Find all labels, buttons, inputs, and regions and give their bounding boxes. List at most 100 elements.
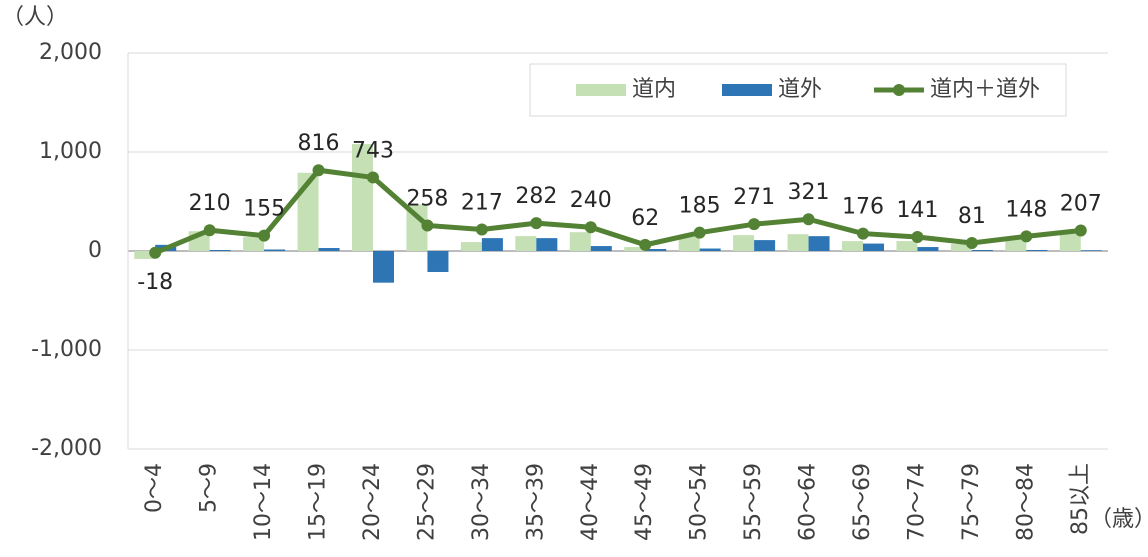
- data-label: 62: [631, 206, 659, 231]
- bar: [917, 247, 939, 251]
- data-label: 141: [896, 198, 938, 223]
- bar: [481, 238, 503, 251]
- data-label: 240: [570, 188, 612, 213]
- marker: [421, 219, 434, 232]
- bar: [427, 251, 449, 272]
- data-label: 271: [733, 185, 775, 210]
- bar: [1080, 250, 1102, 251]
- data-label: 81: [958, 204, 986, 229]
- data-label: 816: [298, 131, 340, 156]
- data-label: 743: [352, 138, 394, 163]
- x-tick-label: 60～64: [796, 463, 821, 541]
- y-tick-label: -1,000: [31, 337, 102, 362]
- marker: [1074, 224, 1087, 237]
- bar: [971, 250, 993, 251]
- bar: [678, 235, 700, 251]
- data-label: -18: [137, 270, 173, 295]
- legend-swatch: [722, 84, 772, 96]
- bar: [352, 144, 373, 251]
- x-tick-label: 15～19: [306, 463, 331, 541]
- data-label: 210: [189, 191, 231, 216]
- marker: [149, 246, 162, 259]
- bar: [318, 248, 340, 251]
- data-label: 176: [842, 195, 884, 220]
- marker: [312, 164, 325, 177]
- marker: [584, 221, 597, 234]
- marker: [475, 223, 488, 236]
- bar: [515, 236, 537, 251]
- data-label: 185: [679, 194, 721, 219]
- x-tick-label: 30～34: [469, 463, 494, 541]
- bar: [808, 236, 830, 251]
- x-tick-label: 5～9: [197, 463, 222, 513]
- bar: [536, 238, 558, 251]
- bar: [950, 244, 972, 251]
- legend-swatch: [576, 84, 626, 96]
- bar: [460, 242, 482, 251]
- legend-label: 道内＋道外: [930, 77, 1040, 102]
- marker: [802, 213, 815, 226]
- marker: [639, 238, 652, 251]
- bar: [569, 232, 591, 251]
- x-tick-label: 70～74: [904, 463, 929, 541]
- bar: [243, 237, 265, 251]
- bar: [896, 241, 918, 251]
- x-tick-label: 50～54: [687, 463, 712, 541]
- legend-swatch: [893, 84, 905, 96]
- data-label: 258: [406, 186, 448, 211]
- data-label: 148: [1005, 197, 1047, 222]
- y-tick-label: 2,000: [39, 40, 102, 65]
- x-tick-label: 75～79: [959, 463, 984, 541]
- x-tick-label: 65～69: [850, 463, 875, 541]
- x-unit: （歳）: [1090, 507, 1148, 532]
- x-tick-label: 0～4: [142, 463, 167, 513]
- bar: [645, 249, 667, 251]
- marker: [748, 218, 761, 231]
- data-label: 155: [243, 197, 285, 222]
- bar: [733, 235, 755, 251]
- y-tick-label: 1,000: [39, 139, 102, 164]
- bar: [406, 204, 428, 251]
- bar: [264, 249, 286, 251]
- bar: [1026, 250, 1048, 251]
- bar: [209, 250, 231, 251]
- marker: [367, 171, 379, 184]
- x-tick-label: 20～24: [360, 463, 385, 541]
- marker: [203, 224, 216, 237]
- marker: [258, 229, 271, 242]
- bar: [624, 247, 646, 251]
- bar: [842, 241, 863, 251]
- bar: [699, 248, 721, 251]
- x-tick-label: 35～39: [523, 463, 548, 541]
- x-tick-label: 85以上: [1068, 463, 1093, 535]
- x-tick-label: 80～84: [1013, 463, 1038, 541]
- legend-label: 道内: [632, 77, 676, 102]
- marker: [857, 227, 869, 240]
- data-label: 321: [788, 180, 830, 205]
- y-tick-label: 0: [88, 238, 102, 263]
- bar: [373, 251, 394, 283]
- legend-label: 道外: [778, 77, 822, 102]
- bar: [754, 240, 776, 251]
- x-tick-label: 55～59: [741, 463, 766, 541]
- marker: [965, 236, 978, 249]
- marker: [693, 226, 706, 239]
- bar: [787, 234, 809, 251]
- data-label: 282: [515, 184, 557, 209]
- bar: [1059, 231, 1081, 251]
- marker: [530, 217, 543, 230]
- x-tick-label: 10～14: [251, 463, 276, 541]
- marker: [911, 231, 924, 244]
- x-tick-label: 25～29: [414, 463, 439, 541]
- data-label: 207: [1060, 192, 1102, 217]
- y-tick-label: -2,000: [31, 436, 102, 461]
- y-unit: （人）: [2, 5, 68, 30]
- marker: [1020, 230, 1033, 243]
- data-label: 217: [461, 191, 503, 216]
- bar: [134, 251, 156, 259]
- x-tick-label: 45～49: [632, 463, 657, 541]
- bar: [590, 246, 612, 251]
- line: [154, 167, 1082, 256]
- x-tick-label: 40～44: [578, 463, 603, 541]
